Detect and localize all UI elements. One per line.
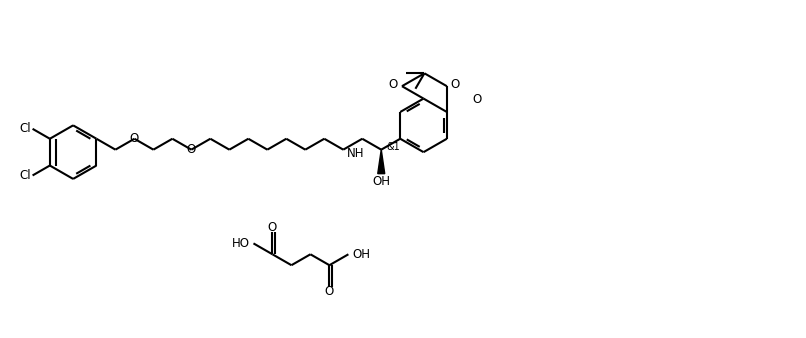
Text: O: O (388, 78, 398, 91)
Text: HO: HO (231, 237, 250, 250)
Polygon shape (378, 150, 384, 174)
Text: OH: OH (352, 248, 371, 261)
Text: O: O (130, 132, 139, 145)
Text: Cl: Cl (19, 169, 31, 182)
Text: OH: OH (372, 175, 390, 188)
Text: NH: NH (347, 147, 365, 160)
Text: O: O (472, 93, 481, 105)
Text: O: O (187, 143, 196, 156)
Text: O: O (268, 221, 277, 234)
Text: Cl: Cl (19, 122, 31, 135)
Text: O: O (451, 78, 460, 91)
Text: &1: &1 (386, 142, 400, 152)
Text: O: O (325, 286, 334, 298)
